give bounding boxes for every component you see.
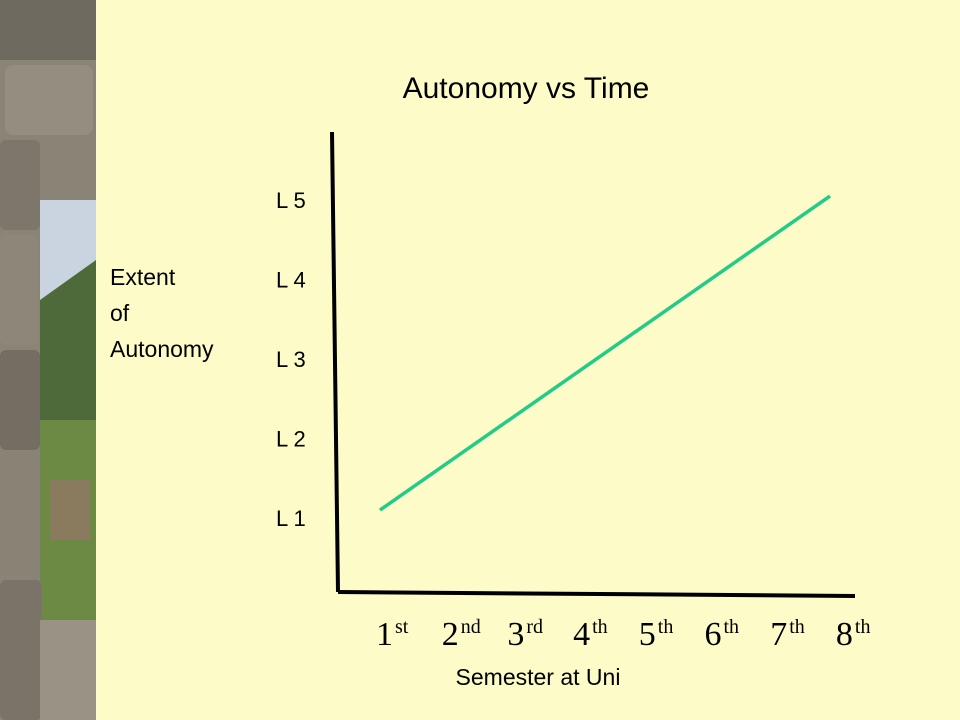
y-tick-label: L 3 [276, 347, 306, 372]
background-photo [0, 0, 96, 720]
y-tick-label: L 2 [276, 427, 306, 452]
stone-wall-photo-icon [0, 0, 96, 720]
chart-title: Autonomy vs Time [403, 72, 650, 105]
y-axis-label-line: of [110, 300, 130, 326]
series [378, 194, 832, 512]
y-tick-label: L 4 [276, 268, 306, 293]
y-ticks: L 1 L 2 L 3 L 4 L 5 [276, 188, 306, 531]
y-tick-label: L 5 [276, 188, 306, 213]
series-line [378, 194, 832, 512]
y-axis-label: Extent of Autonomy [110, 264, 214, 362]
x-axis-label: Semester at Uni [456, 664, 621, 690]
y-tick-label: L 1 [276, 506, 306, 531]
x-axis-line [337, 590, 856, 598]
y-axis-line [330, 131, 340, 593]
y-axis-label-line: Autonomy [110, 336, 214, 362]
y-axis-label-line: Extent [110, 264, 176, 290]
